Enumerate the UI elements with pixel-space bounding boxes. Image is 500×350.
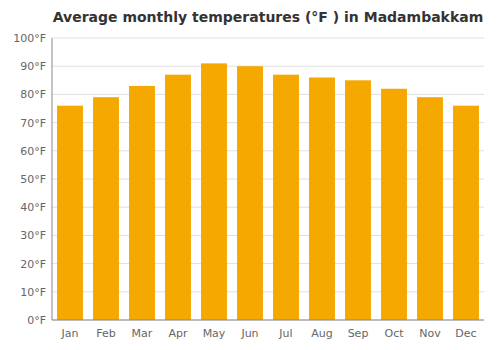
- page: {"chart_data": {"type": "bar", "title": …: [0, 0, 500, 350]
- x-tick-label: Apr: [168, 327, 188, 340]
- x-axis: Jan Feb Mar Apr May Jun Jul Aug Sep Oct Nov Dec: [61, 327, 477, 340]
- bar: [453, 106, 479, 320]
- y-axis-line: [52, 38, 53, 320]
- y-tick-label: 90°F: [20, 60, 46, 73]
- y-tick-label: 20°F: [20, 258, 46, 271]
- y-tick-label: 0°F: [27, 314, 46, 327]
- grid-line: [52, 66, 484, 67]
- x-tick-label: Sep: [348, 327, 369, 340]
- bars: [57, 63, 479, 320]
- y-tick-label: 40°F: [20, 201, 46, 214]
- x-tick-label: Jul: [278, 327, 292, 340]
- bar: [129, 86, 155, 320]
- chart: Average monthly temperatures (°F ) in Ma…: [0, 0, 500, 350]
- bar: [345, 80, 371, 320]
- y-axis: 0°F 10°F 20°F 30°F 40°F 50°F 60°F 70°F 80°F 90°F 1…: [13, 32, 46, 327]
- bar: [201, 63, 227, 320]
- y-tick-label: 80°F: [20, 88, 46, 101]
- y-tick-label: 50°F: [20, 173, 46, 186]
- x-tick-label: May: [203, 327, 226, 340]
- bar: [93, 97, 119, 320]
- x-tick-label: Mar: [132, 327, 153, 340]
- y-tick-label: 60°F: [20, 145, 46, 158]
- grid-line: [52, 94, 484, 95]
- y-tick-label: 100°F: [13, 32, 46, 45]
- x-tick-label: Jun: [240, 327, 258, 340]
- bar: [381, 89, 407, 320]
- bar: [237, 66, 263, 320]
- x-tick-label: Aug: [311, 327, 332, 340]
- x-tick-label: Dec: [455, 327, 476, 340]
- y-tick-label: 30°F: [20, 229, 46, 242]
- bar: [273, 75, 299, 320]
- x-tick-label: Feb: [96, 327, 115, 340]
- x-tick-label: Oct: [384, 327, 404, 340]
- x-tick-label: Nov: [419, 327, 441, 340]
- grid: [52, 38, 484, 320]
- y-tick-label: 70°F: [20, 117, 46, 130]
- bar: [165, 75, 191, 320]
- grid-line: [52, 38, 484, 39]
- bar: [309, 77, 335, 320]
- bar: [417, 97, 443, 320]
- grid-line: [52, 320, 484, 321]
- bar: [57, 106, 83, 320]
- y-tick-label: 10°F: [20, 286, 46, 299]
- title: Average monthly temperatures (°F ) in Ma…: [53, 9, 484, 25]
- x-axis-line: [52, 320, 484, 321]
- x-tick-label: Jan: [61, 327, 79, 340]
